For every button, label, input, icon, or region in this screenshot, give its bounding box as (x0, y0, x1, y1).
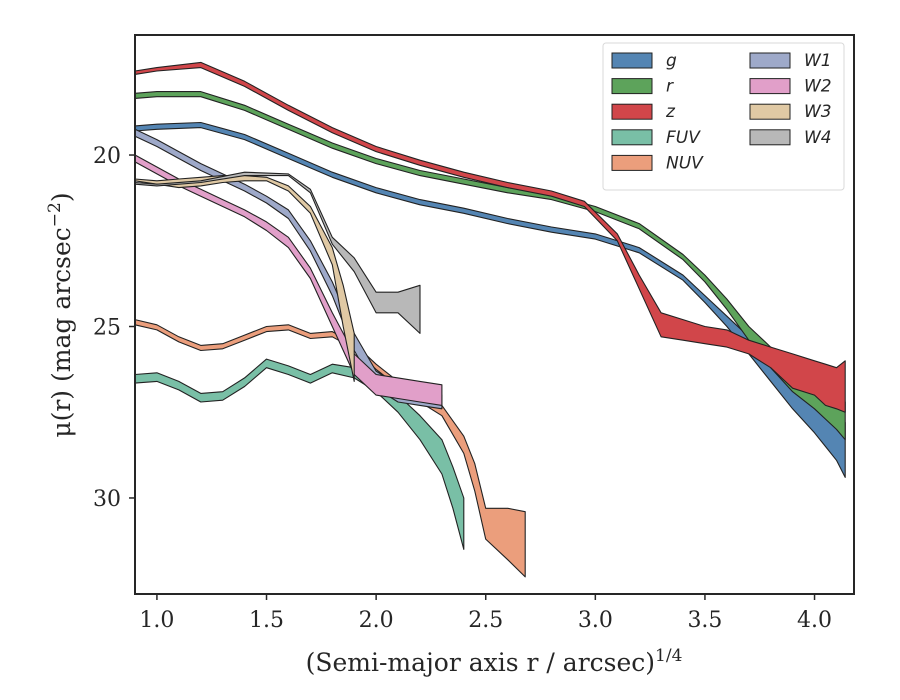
series-band-g (134, 121, 846, 478)
series-band-r (134, 91, 846, 441)
x-axis-title: (Semi-major axis r / arcsec)1/4 (306, 646, 683, 677)
legend: grz FUV NUV W1 W2 W3 W4 (602, 42, 845, 191)
plot-frame (134, 34, 855, 595)
x-tick-label: 2.0 (359, 608, 394, 633)
legend-label-g: g (666, 51, 677, 71)
legend-label-fuv: FUV (666, 128, 701, 148)
x-tick-label: 1.5 (249, 608, 284, 633)
series-band-w3 (134, 175, 355, 382)
y-tick-label: 25 (93, 316, 121, 341)
legend-label-w1: W1 (804, 51, 832, 71)
series-band-fuv (134, 358, 465, 550)
legend-label-z: z (665, 102, 676, 122)
legend-swatch-w3 (749, 103, 791, 120)
legend-swatch-w2 (749, 78, 791, 95)
legend-label-w3: W3 (804, 102, 832, 122)
legend-swatch-w4 (749, 129, 791, 146)
legend-swatch-fuv (611, 129, 653, 146)
y-tick-label: 30 (93, 487, 121, 512)
legend-label-w4: W4 (804, 128, 832, 148)
x-tick-label: 3.5 (687, 608, 722, 633)
y-axis-ticks: 20 25 30 (93, 144, 135, 512)
y-tick-label: 20 (93, 144, 121, 169)
series-band-z (134, 61, 846, 413)
x-tick-label: 3.0 (578, 608, 613, 633)
legend-swatch-g (611, 52, 653, 69)
legend-swatch-w1 (749, 52, 791, 69)
legend-swatch-z (611, 103, 653, 120)
x-tick-label: 4.0 (797, 608, 832, 633)
legend-label-r: r (666, 77, 674, 97)
legend-label-w2: W2 (804, 77, 832, 97)
series-band-nuv (134, 319, 526, 578)
series-band-w4 (134, 171, 421, 334)
x-tick-label: 2.5 (468, 608, 503, 633)
x-axis-ticks: 1.0 1.5 2.0 2.5 3.0 3.5 4.0 (139, 594, 832, 633)
x-tick-label: 1.0 (139, 608, 174, 633)
legend-swatch-nuv (611, 154, 653, 171)
series-band-w2 (134, 154, 443, 406)
series-bands (134, 61, 846, 578)
legend-swatch-r (611, 78, 653, 95)
y-axis-title: μ(r) (mag arcsec−2) (45, 192, 76, 437)
legend-label-nuv: NUV (666, 153, 704, 173)
